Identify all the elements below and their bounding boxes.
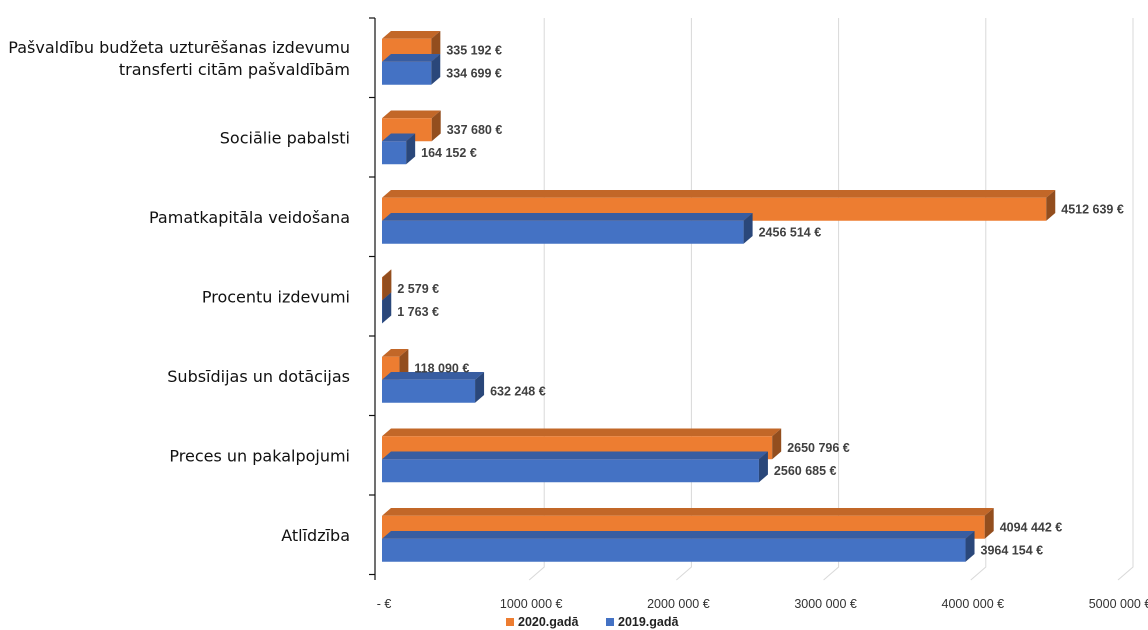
bar-top-face bbox=[382, 269, 392, 278]
category-label: Pamatkapitāla veidošana bbox=[149, 208, 350, 227]
data-label: 164 152 € bbox=[421, 146, 477, 160]
category-label: Subsīdijas un dotācijas bbox=[167, 367, 350, 386]
bar-side-face bbox=[743, 212, 753, 244]
data-label: 2456 514 € bbox=[759, 225, 822, 239]
bar-top-face bbox=[382, 30, 441, 39]
category-labels: Pašvaldību budžeta uzturēšanas izdevumu t… bbox=[8, 38, 350, 545]
data-label: 4094 442 € bbox=[1000, 520, 1063, 534]
x-tick-label: 4000 000 € bbox=[942, 597, 1005, 611]
gridline bbox=[970, 18, 987, 581]
gridline bbox=[823, 18, 840, 581]
bar-top-face bbox=[382, 292, 392, 301]
gridline bbox=[528, 18, 545, 581]
category-label: Preces un pakalpojumi bbox=[169, 446, 350, 465]
bar-side-face bbox=[965, 530, 975, 562]
data-label: 4512 639 € bbox=[1061, 202, 1124, 216]
bar bbox=[382, 220, 744, 244]
category-label: Pašvaldību budžeta uzturēšanas izdevumu bbox=[8, 38, 350, 57]
legend-label: 2020.gadā bbox=[518, 615, 580, 629]
bar bbox=[382, 61, 432, 85]
bar-top-face bbox=[382, 348, 409, 357]
bar-top-face bbox=[382, 371, 485, 380]
x-tick-label: 2000 000 € bbox=[647, 597, 710, 611]
bar-top-face bbox=[382, 189, 1056, 198]
data-label: 3964 154 € bbox=[981, 543, 1044, 557]
bar-side-face bbox=[431, 110, 441, 142]
bar-side-face bbox=[758, 451, 768, 483]
x-tick-label: 5000 000 € bbox=[1089, 597, 1148, 611]
bar-top-face bbox=[382, 133, 416, 142]
bar-top-face bbox=[382, 110, 441, 119]
category-axis bbox=[369, 17, 376, 580]
bar-top-face bbox=[382, 428, 782, 437]
bar-side-face bbox=[406, 133, 416, 165]
data-label: 335 192 € bbox=[446, 43, 502, 57]
bar bbox=[382, 300, 383, 324]
bar bbox=[382, 141, 407, 165]
bar-side-face bbox=[431, 53, 441, 85]
bar-top-face bbox=[382, 53, 441, 62]
data-label: 2 579 € bbox=[397, 282, 439, 296]
data-label: 118 090 € bbox=[414, 361, 469, 375]
bar-side-face bbox=[1046, 189, 1056, 221]
bar bbox=[382, 538, 966, 562]
legend: 2020.gadā 2019.gadā bbox=[506, 615, 680, 629]
category-label: Atlīdzība bbox=[281, 526, 350, 545]
gridlines bbox=[528, 18, 1134, 581]
data-label: 632 248 € bbox=[490, 384, 546, 398]
gridline bbox=[1117, 18, 1134, 581]
bar-side-face bbox=[772, 428, 782, 460]
x-tick-label: - € bbox=[377, 597, 392, 611]
gridline bbox=[676, 18, 692, 581]
bar-side-face bbox=[382, 269, 392, 301]
bar-top-face bbox=[382, 530, 975, 539]
bars bbox=[382, 30, 1056, 562]
data-label: 334 699 € bbox=[446, 66, 502, 80]
bar bbox=[382, 277, 383, 301]
x-tick-label: 3000 000 € bbox=[794, 597, 857, 611]
data-labels: 335 192 € 334 699 € 337 680 € 164 152 € 4512… bbox=[397, 43, 1124, 557]
legend-swatch bbox=[506, 618, 514, 626]
legend-swatch bbox=[606, 618, 614, 626]
x-tick-label: 1000 000 € bbox=[500, 597, 563, 611]
legend-label: 2019.gadā bbox=[618, 615, 680, 629]
bar bbox=[382, 379, 476, 403]
bar-side-face bbox=[382, 292, 392, 324]
value-axis-ticks: - € 1000 000 € 2000 000 € 3000 000 € 4000 00… bbox=[377, 597, 1148, 611]
bar-side-face bbox=[475, 371, 485, 403]
data-label: 2560 685 € bbox=[774, 464, 837, 478]
bar-top-face bbox=[382, 212, 753, 221]
bar-top-face bbox=[382, 507, 994, 516]
data-label: 337 680 € bbox=[447, 123, 503, 137]
data-label: 2650 796 € bbox=[787, 441, 850, 455]
category-label: transferti citām pašvaldībām bbox=[119, 60, 350, 79]
bar-top-face bbox=[382, 451, 768, 460]
category-label: Procentu izdevumi bbox=[202, 287, 350, 306]
category-label: Sociālie pabalsti bbox=[220, 128, 350, 147]
data-label: 1 763 € bbox=[397, 305, 439, 319]
bar-side-face bbox=[984, 507, 994, 539]
bar bbox=[382, 459, 759, 483]
